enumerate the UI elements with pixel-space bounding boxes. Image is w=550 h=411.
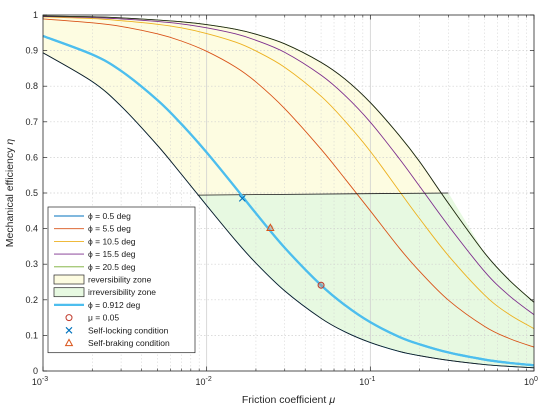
marker-2 [266,223,275,231]
x-tick-label-base: 10 [32,377,42,387]
x-tick-label-base: 10 [524,377,534,387]
x-axis-label-symbol: μ [328,394,335,406]
x-tick-label-base: 10 [359,377,369,387]
x-tick-label-exponent: 0 [534,376,538,383]
legend-label-2: ϕ = 10.5 deg [88,236,136,246]
x-tick-label-exponent: -3 [42,376,48,383]
y-tick-label: 0.6 [25,152,38,162]
y-axis-label: Mechanical efficiency η [4,139,16,248]
highlight-series-line [42,34,535,367]
legend-label-4: ϕ = 20.5 deg [88,262,136,272]
lower-boundary-line [42,52,535,369]
y-axis-label-text: Mechanical efficiency [4,147,16,247]
y-tick-label: 0.8 [25,81,38,91]
y-tick-label: 0.4 [25,224,38,234]
legend-swatch-9 [65,326,73,334]
x-tick-label-base: 10 [196,377,206,387]
legend-swatch-6 [53,287,85,298]
legend-label-7: ϕ = 0.912 deg [88,300,141,310]
x-tick-label: 10-2 [196,376,212,387]
x-tick-label: 10-3 [32,376,48,387]
y-tick-label: 0.3 [25,259,38,269]
x-axis-label-text: Friction coefficient [242,394,327,406]
marker-0-fill [318,282,325,289]
zone-fills [43,16,535,368]
series-line-2 [42,16,535,330]
y-tick-label: 0.7 [25,117,38,127]
legend-label-6: irreversibility zone [88,287,156,297]
legend-swatch-5 [53,274,85,285]
legend-label-3: ϕ = 15.5 deg [88,249,136,259]
y-tick-label: 1 [33,10,38,20]
legend-label-0: ϕ = 0.5 deg [88,211,131,221]
marker-0 [317,281,325,289]
y-tick-label: 0.2 [25,295,38,305]
x-tick-label-exponent: -1 [369,376,375,383]
series-line-1 [42,18,535,348]
legend-label-5: reversibility zone [88,275,152,285]
legend-label-9: Self-locking condition [88,325,169,335]
y-tick-label: 0.1 [25,330,38,340]
legend-swatch-8 [65,314,73,322]
y-tick-label: 0.5 [25,188,38,198]
legend: ϕ = 0.5 deg ϕ = 5.5 deg ϕ = 10.5 deg ϕ = 15… [47,206,196,354]
series-layer [42,15,535,369]
x-tick-label: 10-1 [359,376,375,387]
y-tick-label: 0.9 [25,46,38,56]
y-axis-label-symbol: η [4,139,16,145]
zone-divider-line [197,192,449,196]
legend-label-10: Self-braking condition [88,338,170,348]
x-tick-label: 100 [524,376,538,387]
markers-layer [238,194,325,289]
upper-boundary-line [42,15,535,303]
legend-label-1: ϕ = 5.5 deg [88,224,131,234]
x-tick-label-exponent: -2 [206,376,212,383]
legend-label-8: μ = 0.05 [88,313,119,323]
x-axis-label: Friction coefficient μ [242,394,335,406]
irreversibility-zone-fill [197,193,535,368]
series-line-3 [42,15,535,316]
marker-1 [238,194,246,202]
y-tick-label: 0 [33,366,38,376]
legend-swatch-10 [64,338,74,347]
reversibility-zone-fill [43,16,449,204]
